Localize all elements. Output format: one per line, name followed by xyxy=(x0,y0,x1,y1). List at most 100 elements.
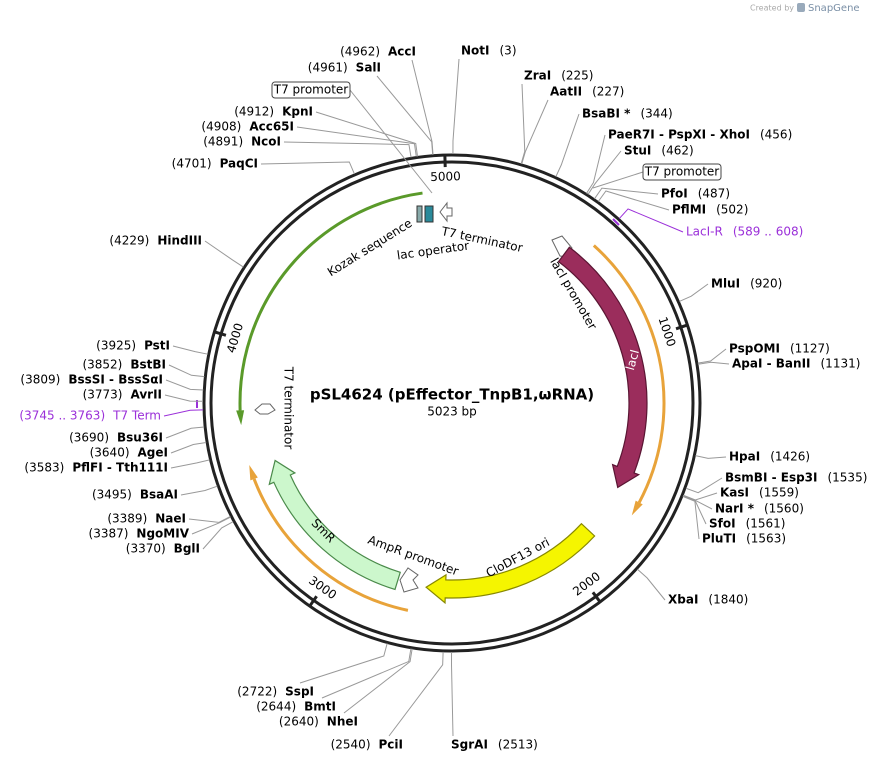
brand: SnapGene xyxy=(808,3,860,14)
credit: Created by xyxy=(750,4,794,13)
site-name: SalI xyxy=(356,61,381,75)
site-name: SgrAI xyxy=(451,738,488,752)
leader-line xyxy=(300,643,387,683)
site-position: (1563) xyxy=(746,532,786,546)
leader-line xyxy=(322,649,411,698)
site-name: ZraI xyxy=(524,69,551,83)
leader-line xyxy=(297,127,416,157)
site-position: (2540) xyxy=(331,738,371,752)
site-name: PaeR7I - PspXI - XhoI xyxy=(608,128,750,142)
leader-line xyxy=(205,241,243,267)
leader-line xyxy=(522,100,548,164)
site-position: (1840) xyxy=(708,593,748,607)
leader-line xyxy=(389,652,443,736)
site-name: PluTI xyxy=(702,532,736,546)
feature-label: T7 terminator xyxy=(282,366,296,450)
site-name: KasI xyxy=(720,486,749,500)
site-name: PflMI xyxy=(672,203,706,217)
site-position: (2722) xyxy=(237,685,277,699)
site-position: (4908) xyxy=(201,120,241,134)
site-name: NgoMIV xyxy=(136,527,189,541)
site-name: NarI * xyxy=(715,502,755,516)
leader-line xyxy=(284,142,411,157)
site-position: (1127) xyxy=(790,342,830,356)
site-name: NcoI xyxy=(251,135,281,149)
leader-line xyxy=(698,349,726,363)
site-position: (1426) xyxy=(770,450,810,464)
plasmid-length: 5023 bp xyxy=(427,405,477,419)
leader-line xyxy=(686,478,722,493)
site-name: BmtI xyxy=(304,700,336,714)
site-name: PaqCI xyxy=(220,157,258,171)
leader-line xyxy=(637,569,665,600)
site-name: AvrII xyxy=(130,388,162,402)
box-label: T7 promoter xyxy=(273,83,349,97)
site-position: (502) xyxy=(716,203,748,217)
site-name: AccI xyxy=(388,45,416,59)
site-position: (3495) xyxy=(92,488,132,502)
laci-band-head xyxy=(632,501,643,516)
site-position: (4962) xyxy=(340,45,380,59)
site-position: (3) xyxy=(500,44,517,58)
site-name: SfoI xyxy=(709,517,736,531)
site-position: (3925) xyxy=(96,339,136,353)
leader-line xyxy=(453,59,459,154)
leader-line xyxy=(556,114,579,177)
site-position: (4912) xyxy=(234,105,274,119)
site-position: (227) xyxy=(592,85,624,99)
site-position: (4701) xyxy=(172,157,212,171)
box-label: T7 promoter xyxy=(644,165,720,179)
site-position: (589 .. 608) xyxy=(733,225,803,239)
t7-terminator-glyph xyxy=(255,404,275,414)
leader-line xyxy=(412,60,433,155)
site-position: (1561) xyxy=(746,517,786,531)
site-position: (344) xyxy=(640,107,672,121)
site-position: (1131) xyxy=(821,357,861,371)
leader-line xyxy=(679,284,708,301)
leader-line xyxy=(164,410,203,416)
site-name: KpnI xyxy=(282,105,313,119)
site-position: (4229) xyxy=(109,234,149,248)
leader-line xyxy=(683,496,706,524)
site-name: BstBI xyxy=(130,358,166,372)
site-position: (225) xyxy=(561,69,593,83)
site-position: (456) xyxy=(760,128,792,142)
leader-line xyxy=(598,191,669,210)
leader-line xyxy=(203,522,233,549)
site-position: (3745 .. 3763) xyxy=(19,409,105,423)
smr-band-head xyxy=(249,465,258,480)
feature-label: lac operator xyxy=(396,239,470,263)
tick-label: 1000 xyxy=(656,315,679,348)
site-name: T7 Term xyxy=(112,409,161,423)
site-name: PciI xyxy=(379,738,404,752)
leader-line xyxy=(452,652,453,736)
leader-line xyxy=(521,84,525,164)
leader-line xyxy=(173,346,208,354)
leader-line xyxy=(350,90,432,193)
tick-mark xyxy=(213,332,225,336)
lac-operator-glyph xyxy=(425,206,433,222)
site-name: AatII xyxy=(550,85,582,99)
site-position: (3387) xyxy=(89,527,129,541)
site-name: BssSI - BssSαI xyxy=(68,373,163,387)
leader-line xyxy=(695,456,726,459)
tick-label: 5000 xyxy=(430,169,461,184)
leader-line xyxy=(171,442,206,453)
site-position: (3852) xyxy=(82,358,122,372)
leader-line xyxy=(166,427,204,438)
smr-arrow xyxy=(269,460,400,589)
site-name: BsaBI * xyxy=(582,107,631,121)
kozak-glyph xyxy=(417,206,422,222)
leader-line xyxy=(261,162,354,174)
site-name: LacI-R xyxy=(686,225,723,239)
leader-line xyxy=(189,516,230,522)
site-name: Bsu36I xyxy=(117,431,163,445)
logo xyxy=(797,3,805,12)
site-position: (462) xyxy=(661,144,693,158)
site-position: (3809) xyxy=(20,373,60,387)
site-position: (4961) xyxy=(308,61,348,75)
site-position: (3773) xyxy=(83,388,123,402)
site-position: (1560) xyxy=(764,502,804,516)
leader-line xyxy=(593,172,643,188)
